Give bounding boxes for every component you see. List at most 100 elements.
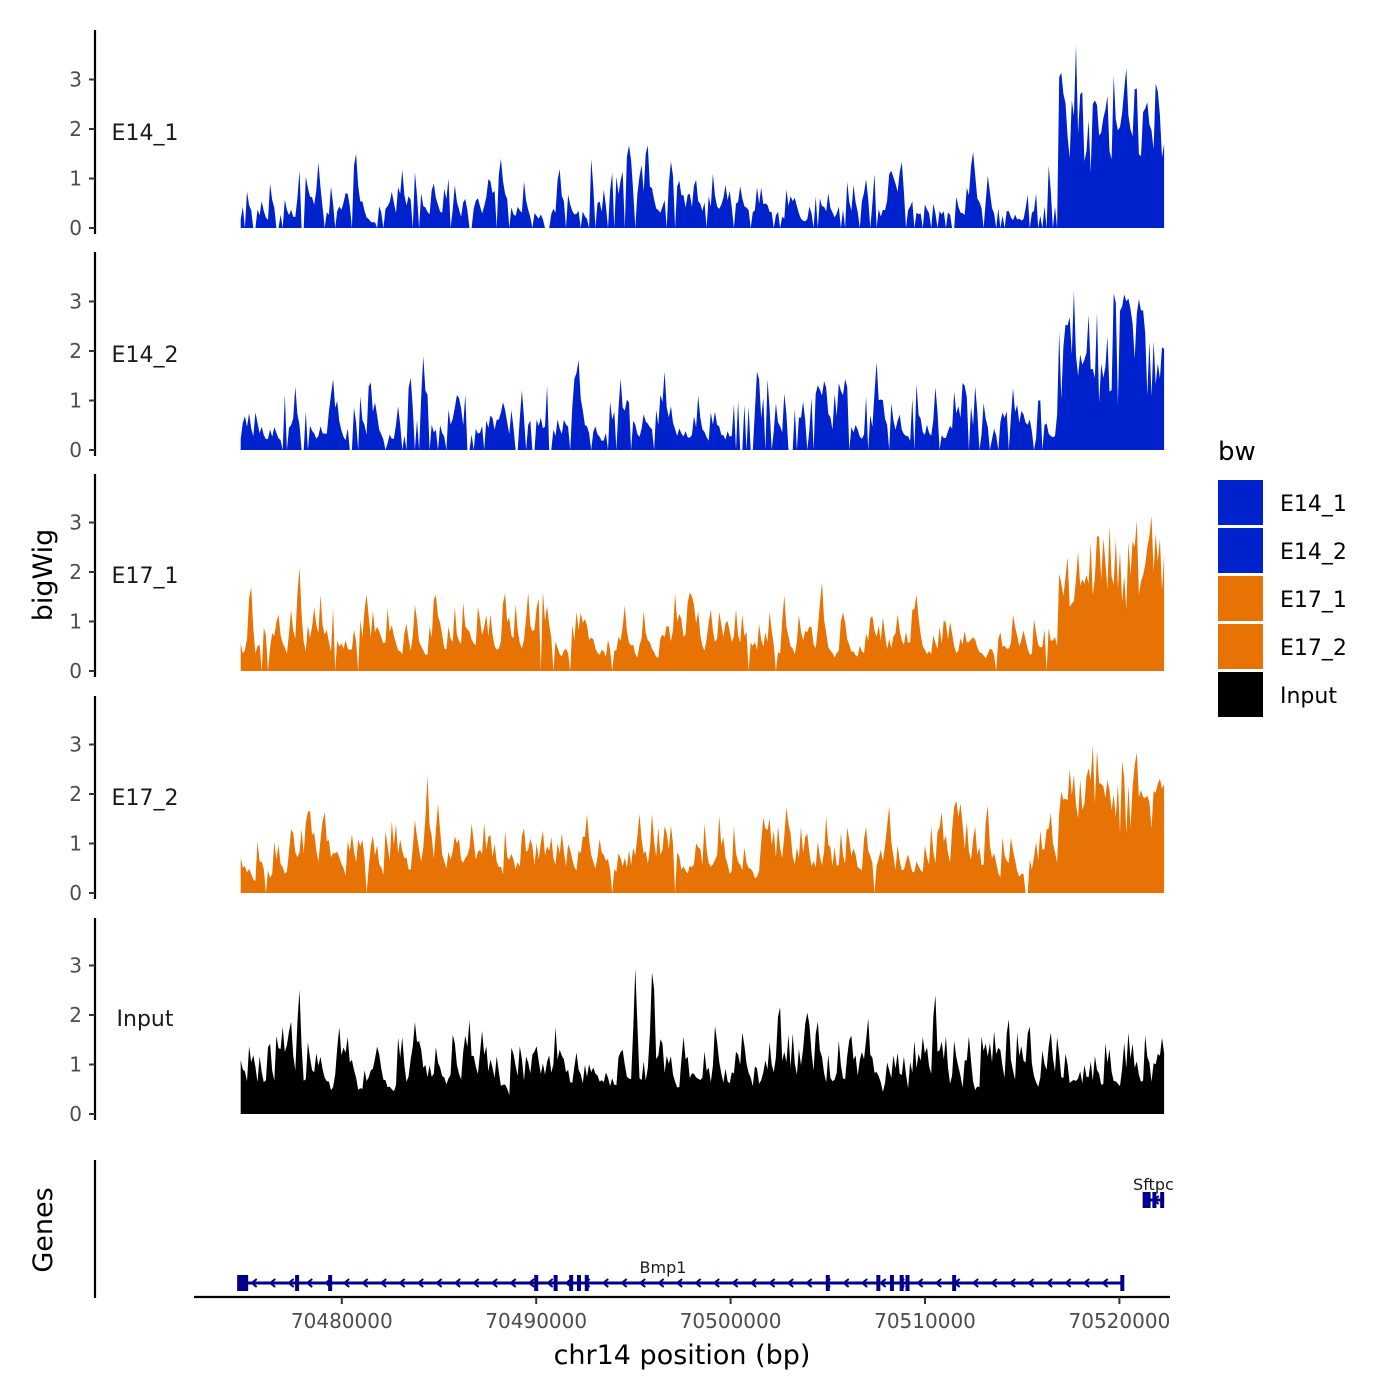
exon [237,1275,249,1291]
exon [576,1275,581,1291]
y-tick-label: 0 [69,881,82,905]
x-tick-label: 70500000 [680,1309,782,1333]
legend-label: E17_1 [1280,588,1347,613]
strand-arrow [620,1278,628,1288]
x-tick-label: 70490000 [485,1309,587,1333]
strand-arrow [860,1278,868,1288]
strand-arrow [435,1278,443,1288]
strand-arrow [916,1278,924,1288]
strand-arrow [398,1278,406,1288]
legend-label: E17_2 [1280,636,1347,661]
track-e17-2: 0 1 2 3 E17_2 [69,696,1165,905]
y-tick-label: 2 [69,339,82,363]
strand-arrow [1064,1278,1072,1288]
strand-arrow [305,1278,313,1288]
legend-label: Input [1280,684,1337,709]
strand-arrow [971,1278,979,1288]
y-tick-label: 1 [69,832,82,856]
signal-area [240,516,1165,671]
y-tick-label: 2 [69,1003,82,1027]
strand-arrow [268,1278,276,1288]
track-label: E14_1 [112,121,179,146]
y-tick-label: 0 [69,438,82,462]
y-tick-label: 3 [69,290,82,314]
strand-arrow [472,1278,480,1288]
exon [1120,1275,1125,1291]
y-tick-label: 0 [69,216,82,240]
strand-arrow [1027,1278,1035,1288]
y-tick-label: 3 [69,733,82,757]
exon [328,1275,333,1291]
exon [1142,1192,1147,1208]
x-tick-label: 70480000 [291,1309,393,1333]
gene-label: Bmp1 [640,1258,687,1277]
strand-arrow [675,1278,683,1288]
y-tick-label: 1 [69,610,82,634]
strand-arrow [1101,1278,1109,1288]
gene-sftpc: Sftpc [1133,1175,1174,1208]
strand-arrow [1082,1278,1090,1288]
exon [1146,1192,1151,1208]
strand-arrow [786,1278,794,1288]
strand-arrow [509,1278,517,1288]
y-tick-label: 1 [69,1053,82,1077]
legend-swatch [1218,528,1263,573]
legend-title: bw [1218,437,1256,467]
legend-label: E14_2 [1280,540,1347,565]
exon [889,1275,894,1291]
strand-arrow [694,1278,702,1288]
x-tick-label: 70510000 [874,1309,976,1333]
legend: bw E14_1 E14_2 E17_1 E17_2 Input [1218,437,1347,717]
legend-swatch [1218,624,1263,669]
track-input: 0 1 2 3 Input [69,918,1165,1126]
strand-arrow [1008,1278,1016,1288]
track-e14-1: 0 1 2 3 E14_1 [69,30,1165,240]
legend-swatch [1218,672,1263,717]
strand-arrow [1045,1278,1053,1288]
signal-panels: 0 1 2 3 E14_1 0 1 2 3 E14_2 0 1 2 3 E17_1 0 1 2 3 E17_2 0 1 2 3… [69,30,1165,1126]
strand-arrow [250,1278,258,1288]
exon [952,1275,957,1291]
gene-label: Sftpc [1133,1175,1174,1194]
track-e14-2: 0 1 2 3 E14_2 [69,252,1165,462]
track-label: E14_2 [112,343,179,368]
track-label: E17_1 [112,564,179,589]
exon [876,1275,881,1291]
y-tick-label: 0 [69,1102,82,1126]
gene-bmp1: Bmp1 [237,1258,1125,1291]
legend-label: E14_1 [1280,492,1347,517]
exon [295,1275,300,1291]
y-tick-label: 1 [69,167,82,191]
strand-arrow [361,1278,369,1288]
legend-swatch [1218,480,1263,525]
strand-arrow [842,1278,850,1288]
strand-arrow [490,1278,498,1288]
signal-area [240,745,1165,893]
strand-arrow [934,1278,942,1288]
track-e17-1: 0 1 2 3 E17_1 [69,474,1165,683]
strand-arrow [638,1278,646,1288]
exon [553,1275,558,1291]
strand-arrow [990,1278,998,1288]
strand-arrow [453,1278,461,1288]
legend-swatch [1218,576,1263,621]
genes-axis-title: Genes [28,1187,59,1272]
strand-arrow [546,1278,554,1288]
strand-arrow [527,1278,535,1288]
strand-arrow [601,1278,609,1288]
signal-area [240,291,1165,450]
strand-arrow [342,1278,350,1288]
y-tick-label: 2 [69,117,82,141]
strand-arrow [768,1278,776,1288]
x-axis: 70480000 70490000 70500000 70510000 70520000 [194,1295,1171,1333]
strand-arrow [749,1278,757,1288]
track-label: E17_2 [112,786,179,811]
x-tick-label: 70520000 [1069,1309,1171,1333]
exon [1160,1192,1165,1208]
exon [825,1275,830,1291]
y-tick-label: 2 [69,782,82,806]
exon [569,1275,574,1291]
strand-arrow [731,1278,739,1288]
exon [1152,1192,1157,1208]
